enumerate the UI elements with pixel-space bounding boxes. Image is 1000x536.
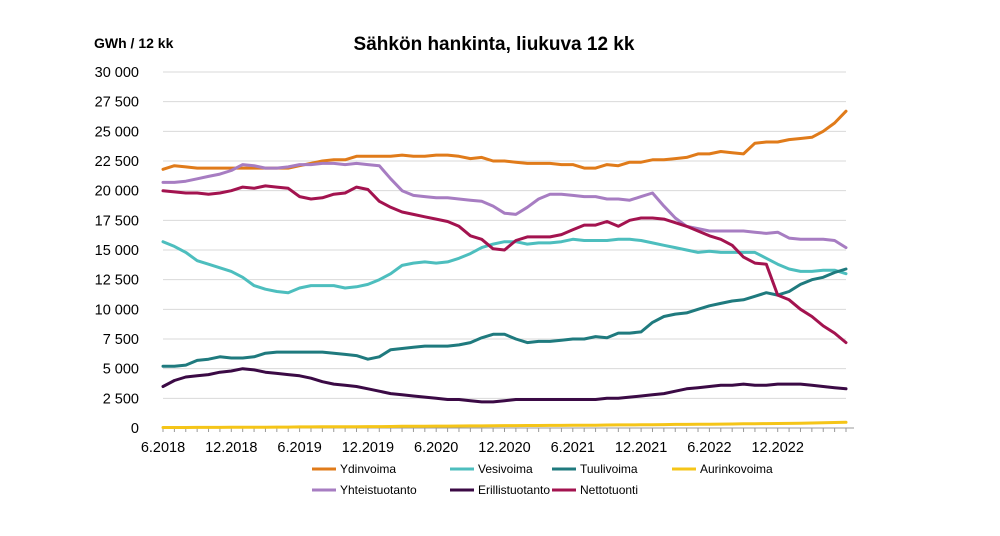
legend-label: Tuulivoima [580, 462, 638, 476]
legend-item-yhteistuotanto: Yhteistuotanto [312, 483, 417, 497]
legend-label: Nettotuonti [580, 483, 638, 497]
x-tick-label: 6.2021 [551, 440, 595, 456]
y-tick-label: 7 500 [103, 332, 139, 348]
legend-label: Vesivoima [478, 462, 533, 476]
chart-title: Sähkön hankinta, liukuva 12 kk [354, 34, 635, 55]
series-line-yhteistuotanto [161, 161, 848, 250]
x-tick-label: 12.2021 [615, 440, 667, 456]
y-tick-label: 12 500 [95, 273, 139, 289]
y-tick-label: 10 000 [95, 302, 139, 318]
series-line-aurinkovoima [161, 420, 848, 429]
legend-item-vesivoima: Vesivoima [450, 462, 533, 476]
x-tick-label: 12.2018 [205, 440, 257, 456]
y-tick-label: 5 000 [103, 362, 139, 378]
legend-label: Aurinkovoima [700, 462, 773, 476]
y-tick-label: 2 500 [103, 391, 139, 407]
x-tick-label: 12.2020 [478, 440, 530, 456]
y-tick-label: 20 000 [95, 184, 139, 200]
y-tick-label: 17 500 [95, 213, 139, 229]
x-tick-label: 6.2018 [141, 440, 185, 456]
y-tick-label: 25 000 [95, 124, 139, 140]
x-tick-label: 12.2022 [751, 440, 803, 456]
y-tick-label: 0 [131, 421, 139, 437]
x-axis: 6.2018 12.2018 6.2019 12.2019 6.2020 12.2020 6… [141, 427, 854, 456]
legend-label: Yhteistuotanto [340, 483, 417, 497]
y-axis-unit-label: GWh / 12 kk [94, 35, 174, 51]
series-line-tuulivoima [161, 267, 848, 368]
gridlines [163, 71, 846, 399]
y-tick-label: 30 000 [95, 65, 139, 81]
x-tick-label: 6.2019 [277, 440, 321, 456]
x-tick-label: 12.2019 [342, 440, 394, 456]
series-lines [161, 109, 848, 429]
legend-label: Erillistuotanto [478, 483, 550, 497]
series-line-erillistuotanto [161, 367, 848, 404]
legend: Ydinvoima Vesivoima Tuulivoima Aurinkovoima… [312, 462, 773, 497]
legend-item-aurinkovoima: Aurinkovoima [672, 462, 773, 476]
y-tick-label: 15 000 [95, 243, 139, 259]
legend-item-ydinvoima: Ydinvoima [312, 462, 396, 476]
legend-item-nettotuonti: Nettotuonti [552, 483, 638, 497]
legend-item-tuulivoima: Tuulivoima [552, 462, 638, 476]
x-tick-label: 6.2020 [414, 440, 458, 456]
legend-label: Ydinvoima [340, 462, 396, 476]
y-tick-label: 22 500 [95, 154, 139, 170]
series-line-vesivoima [161, 237, 848, 295]
y-axis-ticks: 0 2 500 5 000 7 500 10 000 12 500 15 000 17 500… [95, 65, 139, 437]
y-tick-label: 27 500 [95, 95, 139, 111]
legend-item-erillistuotanto: Erillistuotanto [450, 483, 550, 497]
series-line-nettotuonti [161, 184, 848, 345]
x-tick-label: 6.2022 [687, 440, 731, 456]
